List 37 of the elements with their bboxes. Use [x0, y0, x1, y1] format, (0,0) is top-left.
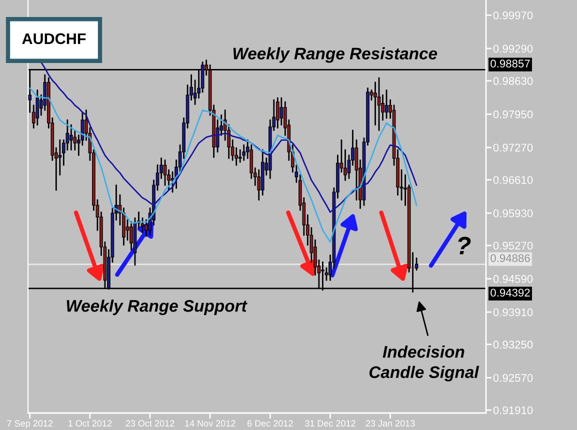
- candlestick: [377, 77, 381, 132]
- y-tick-label: 0.97950: [493, 110, 533, 118]
- y-tick-label: 0.93250: [493, 340, 533, 349]
- y-tick-label: 0.94590: [493, 275, 533, 283]
- y-tick-label: 0.99970: [493, 11, 533, 20]
- x-tick-label: 23 Jan 2013: [366, 420, 415, 427]
- x-tick-label: 7 Sep 2012: [7, 420, 53, 428]
- y-tick-label: 0.99290: [493, 44, 533, 53]
- candlestick: [276, 97, 280, 129]
- x-tick-label: 14 Nov 2012: [185, 420, 236, 427]
- y-tick-label: 0.95270: [493, 242, 533, 250]
- y-tick-label: 0.91910: [493, 406, 533, 414]
- x-tick-label: 31 Dec 2012: [304, 420, 356, 427]
- candlestick: [36, 89, 40, 126]
- ref-line-label: 0.98857: [490, 60, 530, 68]
- candlestick: [384, 89, 388, 119]
- annotation: Weekly Range Resistance: [233, 47, 438, 63]
- candlestick: [58, 139, 62, 176]
- y-tick-label: 0.92570: [493, 374, 533, 382]
- candlestick: [280, 97, 284, 126]
- annotation: ?: [458, 236, 471, 254]
- text: AUDCHF: [22, 33, 86, 44]
- ref-line-label: 0.94886: [490, 254, 530, 262]
- y-tick-label: 0.98630: [493, 77, 533, 85]
- x-tick-label: 6 Dec 2012: [248, 420, 293, 427]
- y-tick-label: 0.97270: [493, 144, 533, 152]
- y-tick-label: 0.95930: [493, 209, 533, 218]
- annotation: Weekly Range Support: [66, 300, 248, 316]
- line-series: [40, 62, 418, 213]
- x-tick-label: 23 Oct 2012: [126, 420, 174, 427]
- ref-line-label: 0.94392: [490, 288, 530, 297]
- candlestick: [70, 124, 73, 151]
- x-tick-label: 1 Oct 2012: [68, 420, 112, 427]
- candlestick: [130, 221, 133, 251]
- y-tick-label: 0.96610: [493, 176, 533, 184]
- y-tick-label: 0.93910: [493, 308, 533, 316]
- annotation: Indecision Candle Signal: [369, 345, 480, 382]
